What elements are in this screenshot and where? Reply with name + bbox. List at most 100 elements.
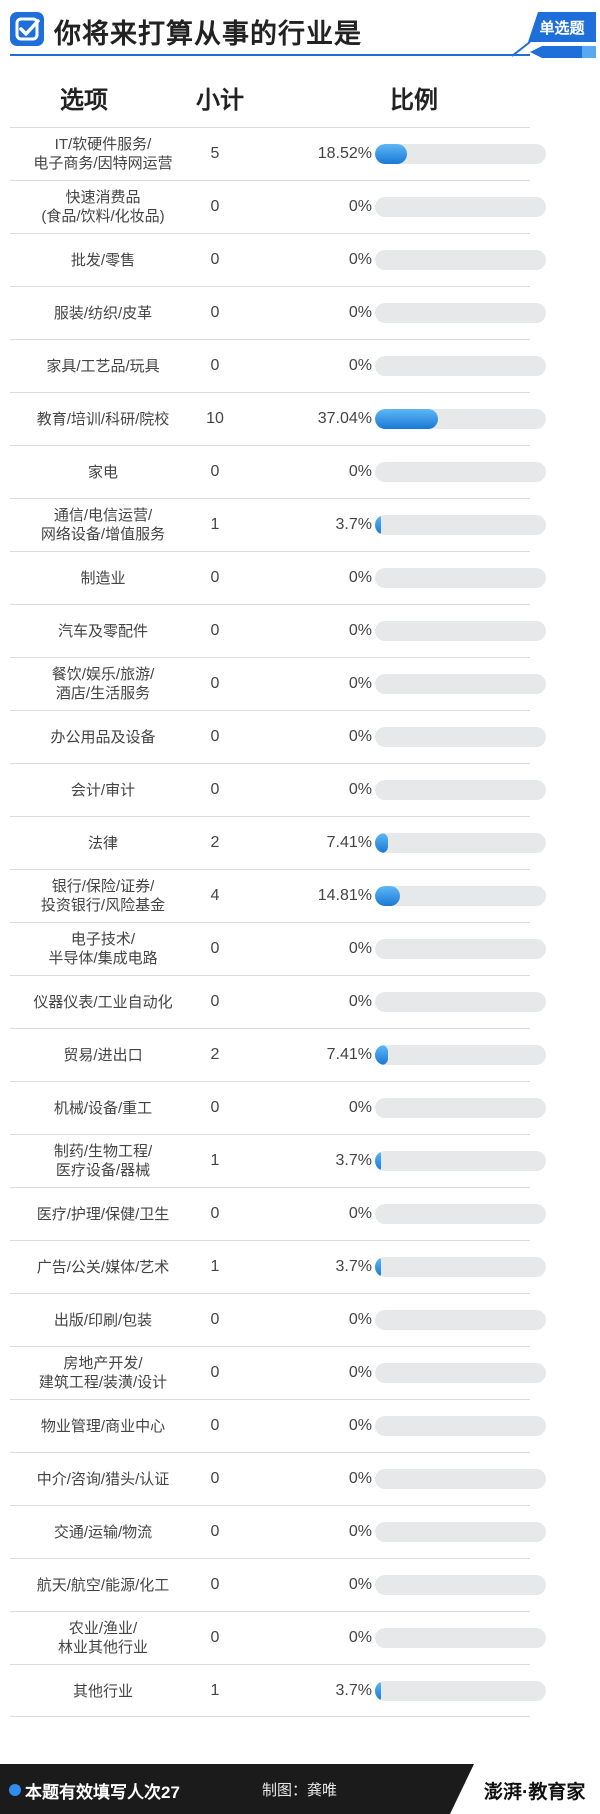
table-row: 制造业 0 0% <box>10 551 546 604</box>
option-percent: 3.7% <box>335 1258 372 1275</box>
ratio-bar-track <box>375 886 546 906</box>
ratio-bar-track <box>375 1257 546 1277</box>
ratio-bar-track <box>375 780 546 800</box>
option-percent: 37.04% <box>317 410 372 427</box>
ratio-bar-track <box>375 1098 546 1118</box>
option-percent: 0% <box>348 728 372 745</box>
option-label: 仪器仪表/工业自动化 <box>33 993 173 1011</box>
option-label: 汽车及零配件 <box>57 622 148 640</box>
table-row: 会计/审计 0 0% <box>10 763 546 816</box>
option-label: 机械/设备/重工 <box>53 1099 153 1117</box>
option-label: 制药/生物工程/ 医疗设备/器械 <box>53 1143 153 1179</box>
option-count: 0 <box>210 304 220 321</box>
ratio-bar-track <box>375 1575 546 1595</box>
option-percent: 0% <box>348 622 372 639</box>
option-percent: 0% <box>348 1470 372 1487</box>
option-count: 0 <box>210 993 220 1010</box>
option-count: 0 <box>210 1311 220 1328</box>
option-label: 电子技术/ 半导体/集成电路 <box>48 931 158 967</box>
ratio-bar <box>375 144 407 164</box>
option-count: 1 <box>210 1682 220 1699</box>
ratio-bar-track <box>375 674 546 694</box>
table-row: 航天/航空/能源/化工 0 0% <box>10 1558 546 1611</box>
table-row: 医疗/护理/保健/卫生 0 0% <box>10 1187 546 1240</box>
page-title: 你将来打算从事的行业是 <box>54 19 362 49</box>
option-count: 1 <box>210 1258 220 1275</box>
option-label: 房地产开发/ 建筑工程/装潢/设计 <box>38 1355 168 1391</box>
option-label: 制造业 <box>80 569 126 587</box>
option-percent: 0% <box>348 1364 372 1381</box>
option-label: 出版/印刷/包装 <box>53 1311 153 1329</box>
option-percent: 0% <box>348 251 372 268</box>
question-type-badge: 单选题 <box>528 12 596 42</box>
option-label: 办公用品及设备 <box>50 728 156 746</box>
ratio-bar <box>375 409 439 429</box>
table-row: 法律 2 7.41% <box>10 816 546 869</box>
bullet-icon <box>9 1784 21 1796</box>
option-label: 广告/公关/媒体/艺术 <box>36 1258 170 1276</box>
option-count: 0 <box>210 1417 220 1434</box>
option-count: 10 <box>206 410 224 427</box>
table-row: 仪器仪表/工业自动化 0 0% <box>10 975 546 1028</box>
table-row: 广告/公关/媒体/艺术 1 3.7% <box>10 1240 546 1293</box>
table-row: 餐饮/娱乐/旅游/ 酒店/生活服务 0 0% <box>10 657 546 710</box>
pen-icon <box>530 46 596 58</box>
option-label: 交通/运输/物流 <box>53 1523 153 1541</box>
option-percent: 0% <box>348 569 372 586</box>
option-count: 5 <box>210 145 220 162</box>
header: 你将来打算从事的行业是 单选题 <box>0 0 600 64</box>
option-label: 教育/培训/科研/院校 <box>36 410 170 428</box>
option-count: 0 <box>210 1470 220 1487</box>
option-label: 服装/纺织/皮革 <box>53 304 153 322</box>
option-count: 0 <box>210 198 220 215</box>
option-count: 0 <box>210 622 220 639</box>
ratio-bar <box>375 515 382 535</box>
table-row: 服装/纺织/皮革 0 0% <box>10 286 546 339</box>
option-count: 2 <box>210 834 220 851</box>
table-row: 办公用品及设备 0 0% <box>10 710 546 763</box>
option-percent: 0% <box>348 675 372 692</box>
option-label: 通信/电信运营/ 网络设备/增值服务 <box>40 507 166 543</box>
table-row: 中介/咨询/猎头/认证 0 0% <box>10 1452 546 1505</box>
ratio-bar-track <box>375 515 546 535</box>
ratio-bar-track <box>375 303 546 323</box>
option-label: IT/软硬件服务/ 电子商务/因特网运营 <box>33 136 173 172</box>
option-count: 4 <box>210 887 220 904</box>
option-count: 0 <box>210 463 220 480</box>
table-row: 家电 0 0% <box>10 445 546 498</box>
table-row: 制药/生物工程/ 医疗设备/器械 1 3.7% <box>10 1134 546 1187</box>
option-count: 0 <box>210 675 220 692</box>
ratio-bar-track <box>375 833 546 853</box>
option-percent: 0% <box>348 198 372 215</box>
option-count: 0 <box>210 1364 220 1381</box>
ratio-bar-track <box>375 1151 546 1171</box>
option-percent: 0% <box>348 1629 372 1646</box>
option-count: 0 <box>210 569 220 586</box>
table-row: 教育/培训/科研/院校 10 37.04% <box>10 392 546 445</box>
option-label: 其他行业 <box>72 1682 133 1700</box>
option-percent: 0% <box>348 1576 372 1593</box>
option-label: 法律 <box>87 834 118 852</box>
option-label: 贸易/进出口 <box>63 1046 143 1064</box>
badge-tail <box>511 42 531 57</box>
option-percent: 7.41% <box>326 1046 372 1063</box>
brand-logo: 澎湃·教育家 <box>484 1782 586 1803</box>
option-count: 0 <box>210 251 220 268</box>
option-count: 0 <box>210 1629 220 1646</box>
option-percent: 0% <box>348 1523 372 1540</box>
option-count: 0 <box>210 728 220 745</box>
option-label: 家电 <box>87 463 118 481</box>
table-row: 通信/电信运营/ 网络设备/增值服务 1 3.7% <box>10 498 546 551</box>
ratio-bar <box>375 1151 382 1171</box>
option-label: 家具/工艺品/玩具 <box>46 357 160 375</box>
option-percent: 0% <box>348 1311 372 1328</box>
option-percent: 3.7% <box>335 1152 372 1169</box>
option-percent: 14.81% <box>317 887 372 904</box>
option-percent: 18.52% <box>317 145 372 162</box>
ratio-bar <box>375 1257 382 1277</box>
option-count: 1 <box>210 1152 220 1169</box>
option-percent: 3.7% <box>335 1682 372 1699</box>
table-row: 物业管理/商业中心 0 0% <box>10 1399 546 1452</box>
table-row: 电子技术/ 半导体/集成电路 0 0% <box>10 922 546 975</box>
ratio-bar <box>375 1045 388 1065</box>
